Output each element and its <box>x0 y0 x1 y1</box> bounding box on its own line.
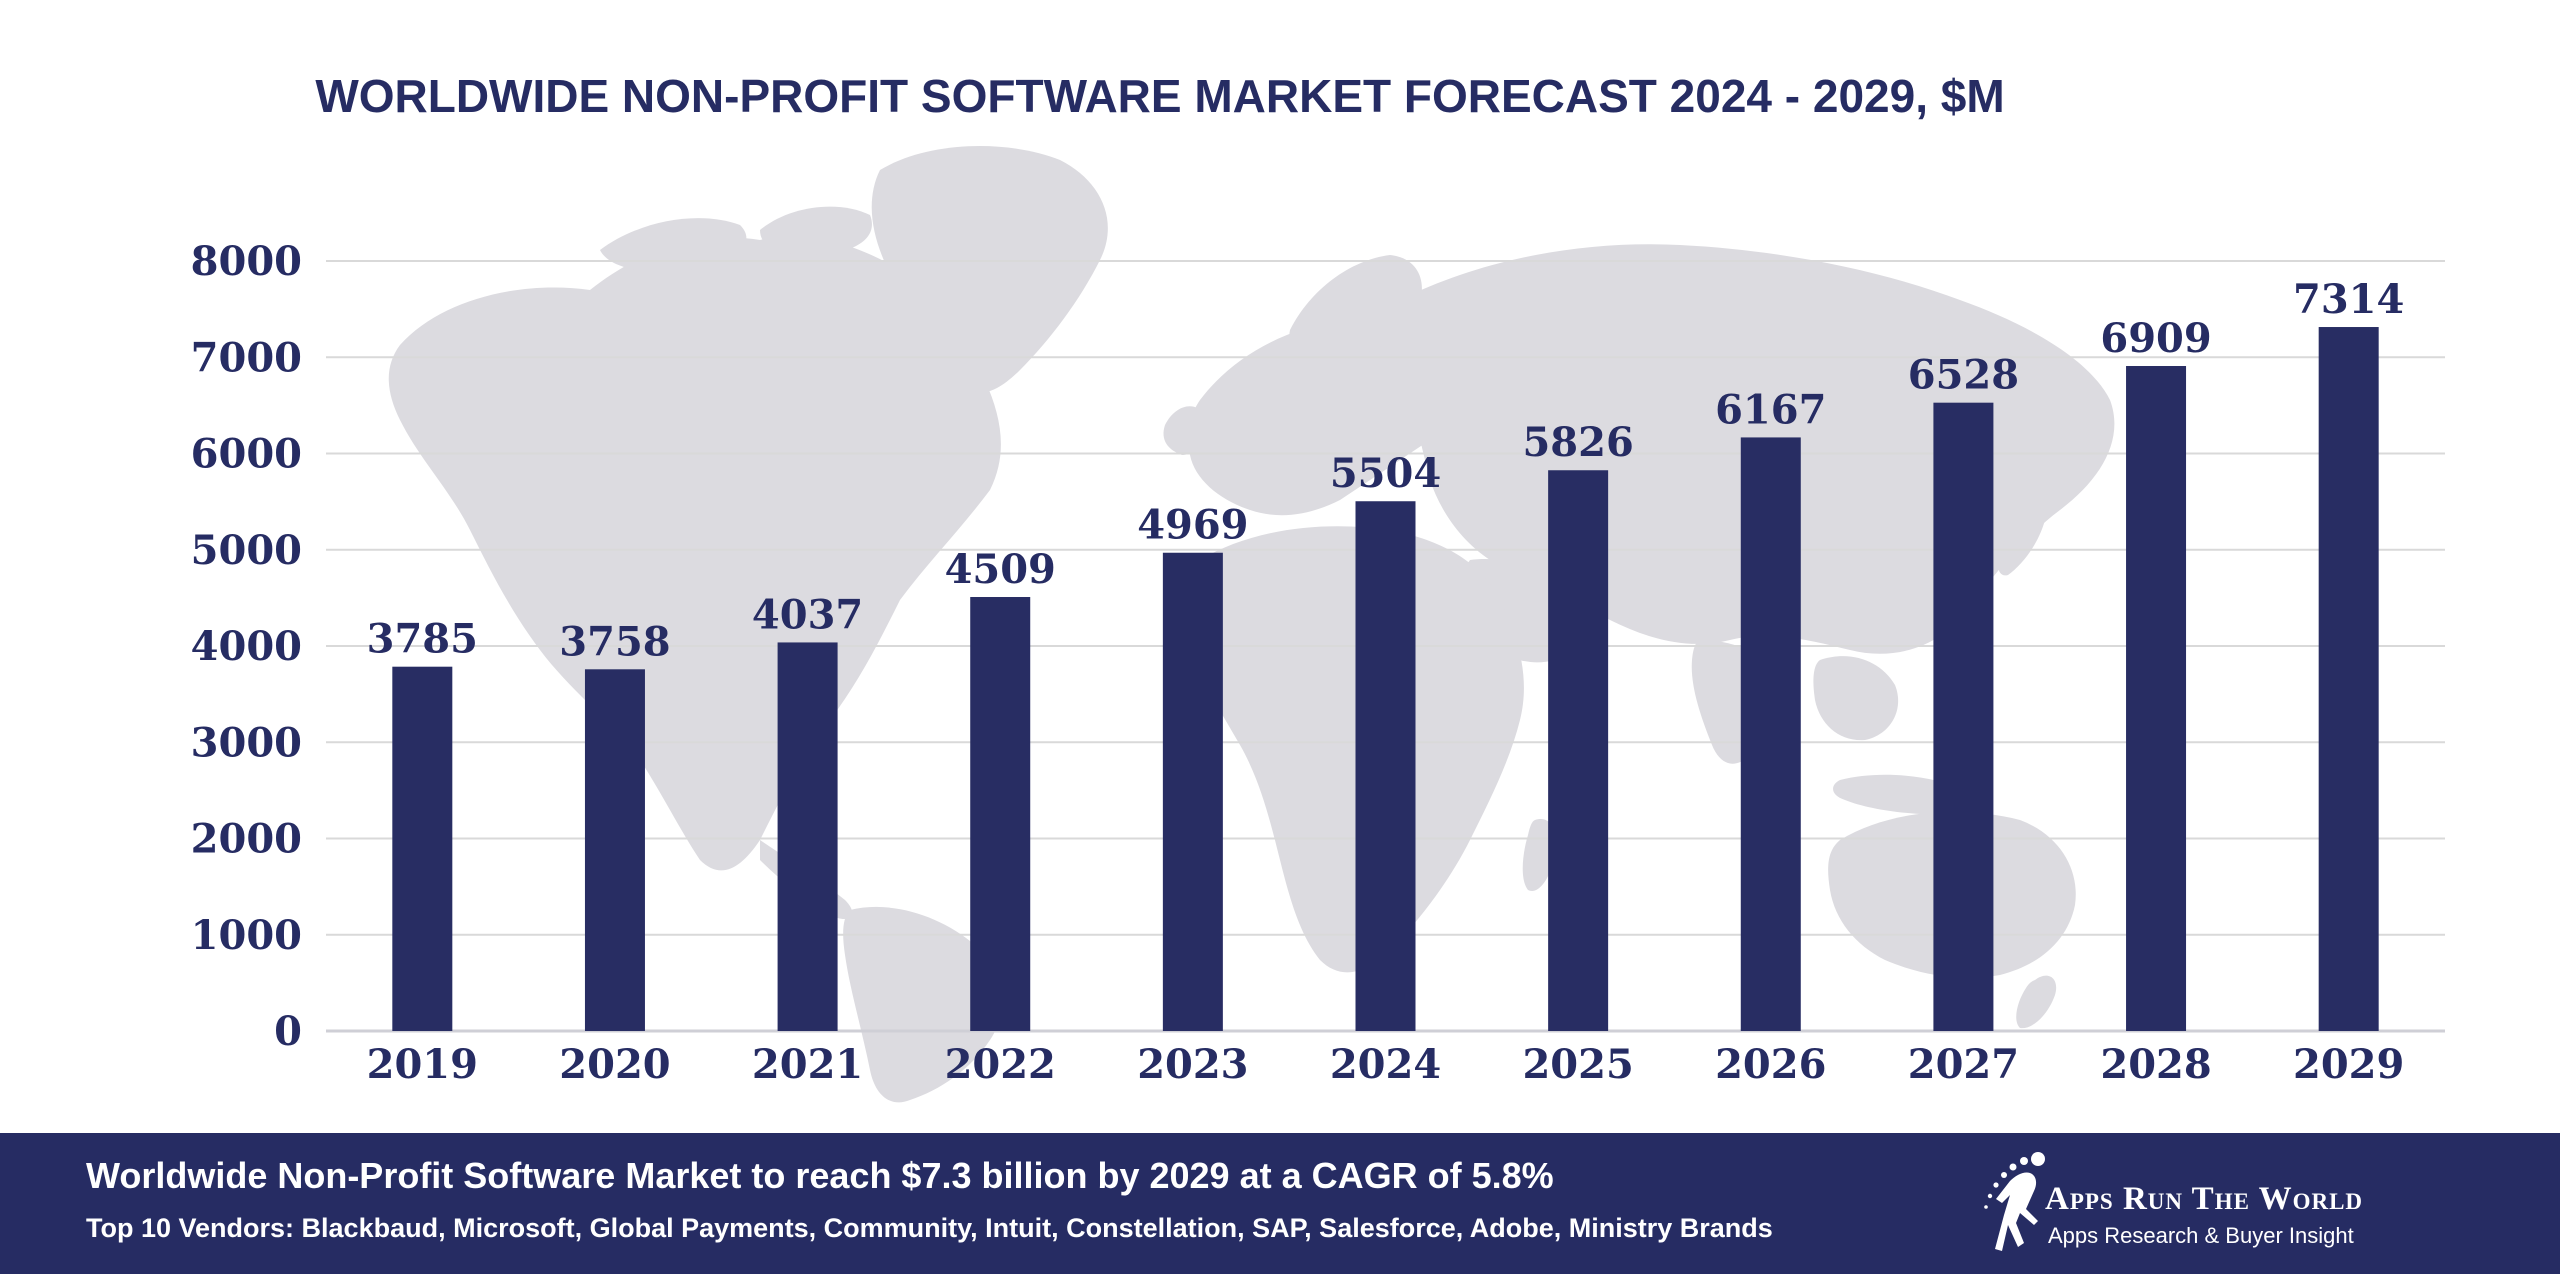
bar <box>392 666 453 1031</box>
data-label: 4969 <box>1137 502 1248 549</box>
bar <box>1548 470 1609 1031</box>
data-label: 5826 <box>1522 419 1633 466</box>
y-tick-label: 0 <box>274 1008 302 1055</box>
x-tick-label: 2026 <box>1715 1041 1826 1088</box>
data-label: 4509 <box>945 546 1056 593</box>
footer-banner: Worldwide Non-Profit Software Market to … <box>0 1133 2560 1274</box>
chart-title: WORLDWIDE NON-PROFIT SOFTWARE MARKET FOR… <box>315 70 2004 122</box>
bar <box>1740 437 1801 1031</box>
data-labels: 3785 3758 4037 4509 4969 5504 5826 6167 6528 6909… <box>367 276 2405 665</box>
data-label: 7314 <box>2293 276 2404 323</box>
data-label: 5504 <box>1330 450 1441 497</box>
x-tick-label: 2023 <box>1137 1041 1248 1088</box>
y-tick-label: 5000 <box>191 527 302 574</box>
y-tick-label: 7000 <box>191 334 302 381</box>
data-label: 6909 <box>2100 315 2211 362</box>
bar <box>1355 501 1416 1031</box>
brand-tagline: Apps Research & Buyer Insight <box>2048 1223 2354 1248</box>
x-tick-label: 2020 <box>559 1041 670 1088</box>
y-axis-tick-labels: 0 1000 2000 3000 4000 5000 6000 7000 8000 <box>191 238 302 1055</box>
x-axis-tick-labels: 2019 2020 2021 2022 2023 2024 2025 2026 2027 2028… <box>367 1041 2405 1088</box>
data-label: 6167 <box>1715 386 1826 433</box>
data-label: 6528 <box>1908 352 2019 399</box>
bar <box>777 642 838 1031</box>
x-tick-label: 2022 <box>945 1041 1056 1088</box>
bars <box>392 327 2379 1032</box>
y-tick-label: 6000 <box>191 431 302 478</box>
footer-headline: Worldwide Non-Profit Software Market to … <box>86 1155 1554 1196</box>
data-label: 3785 <box>367 616 478 663</box>
bar <box>970 597 1031 1031</box>
y-tick-label: 1000 <box>191 912 302 959</box>
y-tick-label: 2000 <box>191 816 302 863</box>
x-tick-label: 2021 <box>752 1041 863 1088</box>
x-tick-label: 2027 <box>1908 1041 2019 1088</box>
brand-logo: Apps Run The World Apps Research & Buyer… <box>1980 1151 2500 1261</box>
x-tick-label: 2028 <box>2100 1041 2211 1088</box>
bar-chart: WORLDWIDE NON-PROFIT SOFTWARE MARKET FOR… <box>191 70 2445 1103</box>
bar <box>2126 366 2187 1031</box>
top-vendors-text: Top 10 Vendors: Blackbaud, Microsoft, Gl… <box>86 1213 1773 1243</box>
running-figure-icon <box>1984 1152 2045 1251</box>
data-label: 3758 <box>559 618 670 665</box>
bar <box>2318 327 2379 1032</box>
x-tick-label: 2019 <box>367 1041 478 1088</box>
y-tick-label: 4000 <box>191 623 302 670</box>
x-tick-label: 2029 <box>2293 1041 2404 1088</box>
y-tick-label: 3000 <box>191 719 302 766</box>
y-tick-label: 8000 <box>191 238 302 285</box>
data-label: 4037 <box>752 591 863 638</box>
brand-name: Apps Run The World <box>2045 1181 2364 1217</box>
bar <box>584 669 645 1031</box>
x-tick-label: 2024 <box>1330 1041 1441 1088</box>
bar <box>1933 402 1994 1031</box>
bar <box>1162 552 1223 1031</box>
x-tick-label: 2025 <box>1522 1041 1633 1088</box>
